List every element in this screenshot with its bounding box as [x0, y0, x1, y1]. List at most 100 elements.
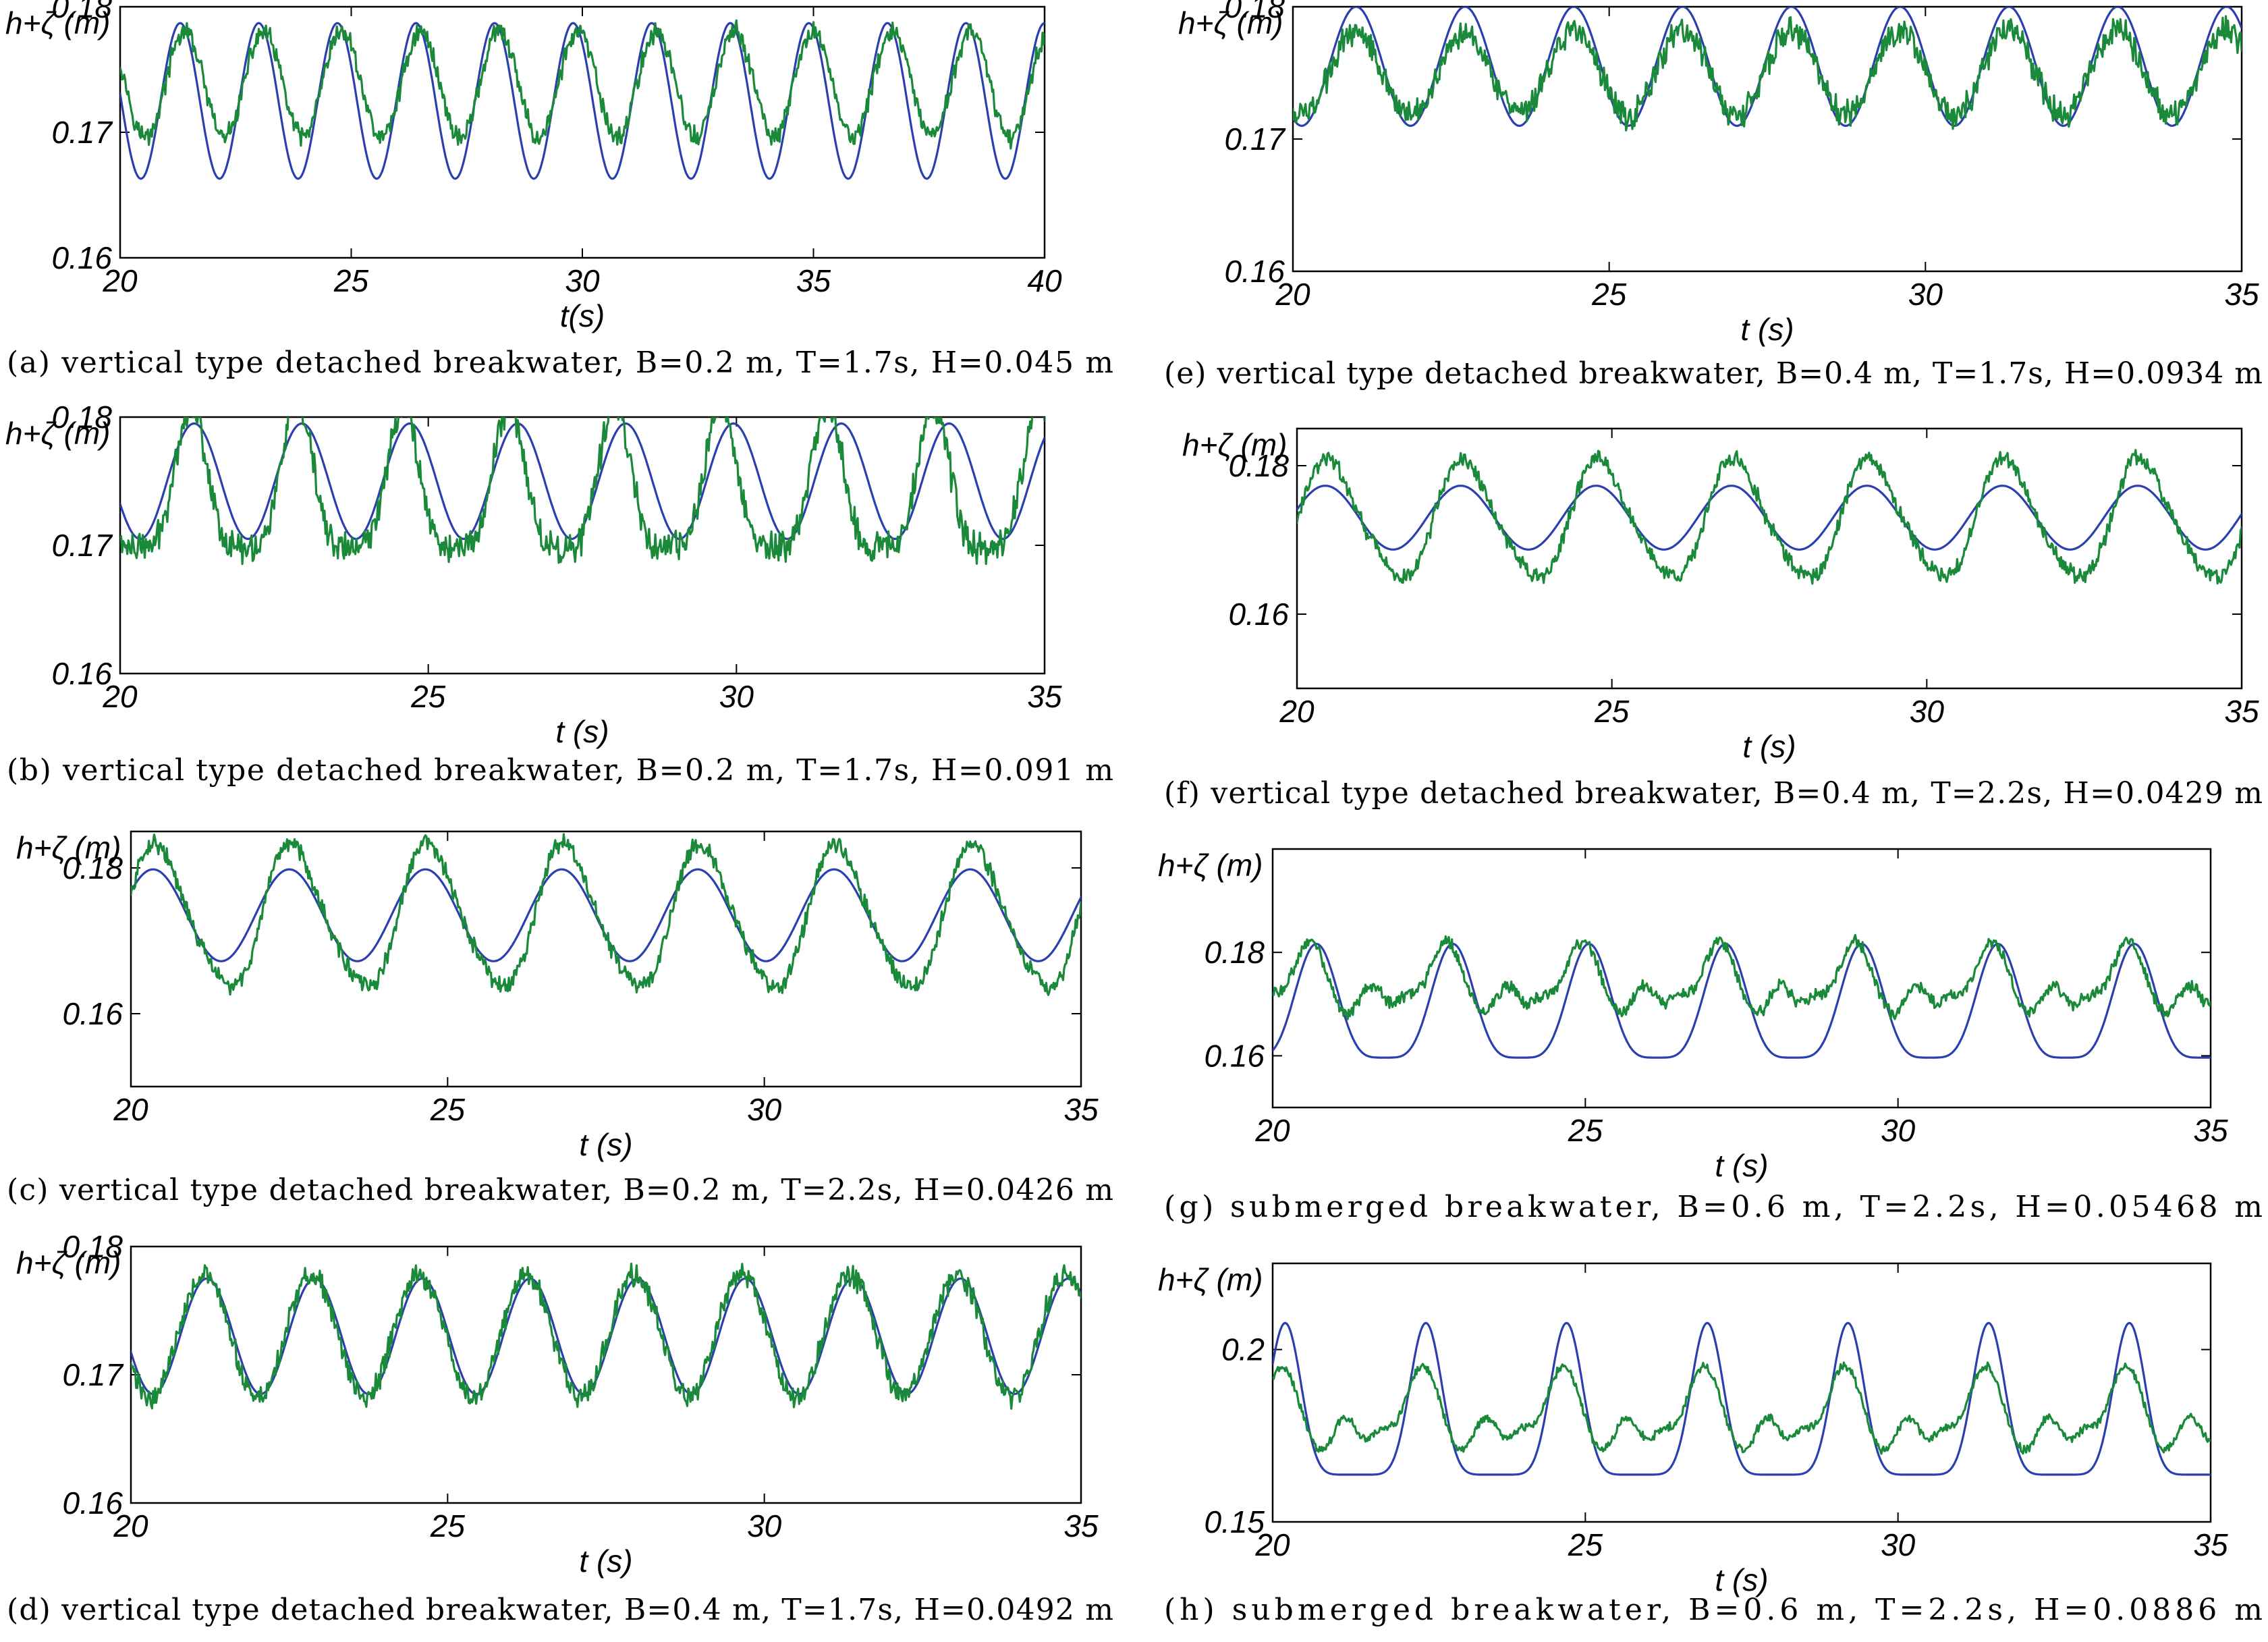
plot-frame	[1271, 1262, 2212, 1523]
y-tick-label: 0.17	[1224, 121, 1285, 157]
x-tick-label: 30	[1881, 1527, 1916, 1562]
x-tick-label: 35	[796, 263, 831, 298]
x-tick-label: 30	[1910, 694, 1945, 729]
measured-series-line	[120, 417, 1045, 566]
x-tick-label: 20	[102, 679, 138, 714]
panel-e: 20 25 30 35 0.16 0.17 0.18 t (s) h+ζ (m)	[1178, 0, 2259, 347]
measured-series-line	[1293, 15, 2242, 132]
y-tick-label: 0.18	[1228, 448, 1289, 483]
y-axis-label: h+ζ (m)	[1158, 1262, 1263, 1297]
panel-d: 20 25 30 35 0.16 0.17 0.18 t (s) h+ζ (m)	[16, 1229, 1099, 1579]
measured-series-line	[120, 19, 1045, 150]
y-axis-label: h+ζ (m)	[1178, 5, 1283, 40]
y-tick-label: 0.16	[1204, 1038, 1265, 1073]
panel-caption: (a) vertical type detached breakwater, B…	[7, 346, 1113, 380]
x-tick-label: 25	[410, 679, 446, 714]
series-group	[1273, 933, 2211, 1059]
y-tick-label: 0.15	[1204, 1504, 1265, 1539]
panel-caption: (b) vertical type detached breakwater, B…	[7, 753, 1113, 788]
panel-g: 20 25 30 35 0.16 0.18 t (s) h+ζ (m)	[1158, 848, 2228, 1183]
x-tick-label: 30	[719, 679, 754, 714]
y-axis-label: h+ζ (m)	[1158, 848, 1263, 883]
y-tick-label: 0.16	[62, 996, 123, 1031]
y-tick-label: 0.18	[51, 400, 112, 435]
x-axis-label: t (s)	[579, 1127, 632, 1162]
x-tick-label: 20	[113, 1508, 148, 1543]
panel-f: 20 25 30 35 0.16 0.18 t (s) h+ζ (m)	[1182, 427, 2259, 764]
panel-a: 20 25 30 35 40 0.16 0.17 0.18 t(s) h+ζ (m)	[5, 0, 1062, 333]
x-tick-label: 20	[1279, 694, 1315, 729]
y-tick-label: 0.2	[1221, 1332, 1265, 1367]
y-tick-label: 0.17	[51, 115, 113, 150]
measured-series-line	[131, 1262, 1081, 1410]
plot-frame	[130, 1245, 1082, 1504]
series-group	[120, 417, 1045, 566]
x-tick-label: 25	[1594, 694, 1630, 729]
panel-caption: (e) vertical type detached breakwater, B…	[1164, 356, 2263, 391]
x-tick-label: 35	[1027, 679, 1062, 714]
y-axis-label: h+ζ (m)	[5, 5, 111, 40]
y-tick-label: 0.16	[62, 1485, 123, 1521]
plot-frame	[130, 830, 1082, 1088]
y-axis-label: h+ζ (m)	[16, 830, 121, 865]
y-tick-label: 0.17	[62, 1357, 123, 1392]
x-tick-label: 30	[565, 263, 600, 298]
x-tick-label: 25	[430, 1508, 466, 1543]
y-axis-label: h+ζ (m)	[16, 1245, 121, 1280]
x-tick-label: 35	[2224, 277, 2259, 312]
y-axis-label: h+ζ (m)	[5, 416, 111, 451]
x-tick-label: 20	[1254, 1527, 1290, 1562]
y-tick-label: 0.17	[51, 528, 113, 563]
x-tick-label: 20	[113, 1092, 148, 1127]
x-tick-label: 40	[1027, 263, 1062, 298]
plot-frame	[1296, 427, 2243, 690]
x-tick-label: 25	[1568, 1113, 1603, 1148]
y-tick-label: 0.16	[1228, 597, 1289, 632]
x-tick-label: 35	[2224, 694, 2259, 729]
panel-h: 20 25 30 35 0.15 0.2 t (s) h+ζ (m)	[1158, 1262, 2228, 1597]
y-tick-label: 0.16	[51, 240, 112, 275]
x-tick-label: 25	[333, 263, 369, 298]
series-group	[1293, 7, 2242, 132]
x-tick-label: 20	[1254, 1113, 1290, 1148]
panel-caption: (f) vertical type detached breakwater, B…	[1164, 776, 2263, 811]
x-axis-label: t (s)	[555, 714, 609, 749]
computed-series-line	[1273, 943, 2211, 1059]
y-axis-label: h+ζ (m)	[1182, 427, 1288, 462]
y-tick-label: 0.18	[1204, 935, 1265, 970]
measured-series-line	[131, 833, 1081, 996]
y-tick-label: 0.16	[1224, 254, 1285, 289]
measured-series-line	[1297, 449, 2242, 585]
x-tick-label: 30	[1881, 1113, 1916, 1148]
x-tick-label: 30	[747, 1508, 782, 1543]
x-tick-label: 20	[1275, 277, 1310, 312]
x-axis-label: t (s)	[579, 1543, 632, 1579]
y-tick-label: 0.18	[62, 1229, 123, 1264]
series-group	[120, 19, 1045, 180]
x-axis-label: t (s)	[1715, 1148, 1768, 1183]
panel-caption: (h) submerged breakwater, B=0.6 m, T=2.2…	[1164, 1593, 2263, 1627]
x-axis-label: t(s)	[560, 298, 605, 333]
computed-series-line	[131, 1277, 1081, 1396]
y-tick-label: 0.18	[62, 850, 123, 885]
x-tick-label: 30	[1908, 277, 1943, 312]
x-tick-label: 20	[102, 263, 138, 298]
y-tick-label: 0.18	[1224, 0, 1285, 24]
computed-series-line	[1273, 1321, 2211, 1476]
x-axis-label: t (s)	[1715, 1562, 1768, 1597]
x-tick-label: 25	[1568, 1527, 1603, 1562]
y-tick-label: 0.16	[51, 656, 112, 691]
series-group	[131, 833, 1081, 996]
x-axis-label: t (s)	[1740, 312, 1794, 347]
y-tick-label: 0.18	[51, 0, 112, 24]
series-group	[131, 1262, 1081, 1410]
x-axis-label: t (s)	[1742, 729, 1796, 764]
measured-series-line	[1273, 933, 2211, 1020]
panel-caption: (c) vertical type detached breakwater, B…	[7, 1173, 1113, 1207]
panel-caption: (d) vertical type detached breakwater, B…	[7, 1593, 1113, 1627]
x-tick-label: 35	[2193, 1113, 2228, 1148]
computed-series-line	[120, 22, 1045, 180]
x-tick-label: 35	[2193, 1527, 2228, 1562]
panel-caption: (g) submerged breakwater, B=0.6 m, T=2.2…	[1164, 1190, 2263, 1224]
